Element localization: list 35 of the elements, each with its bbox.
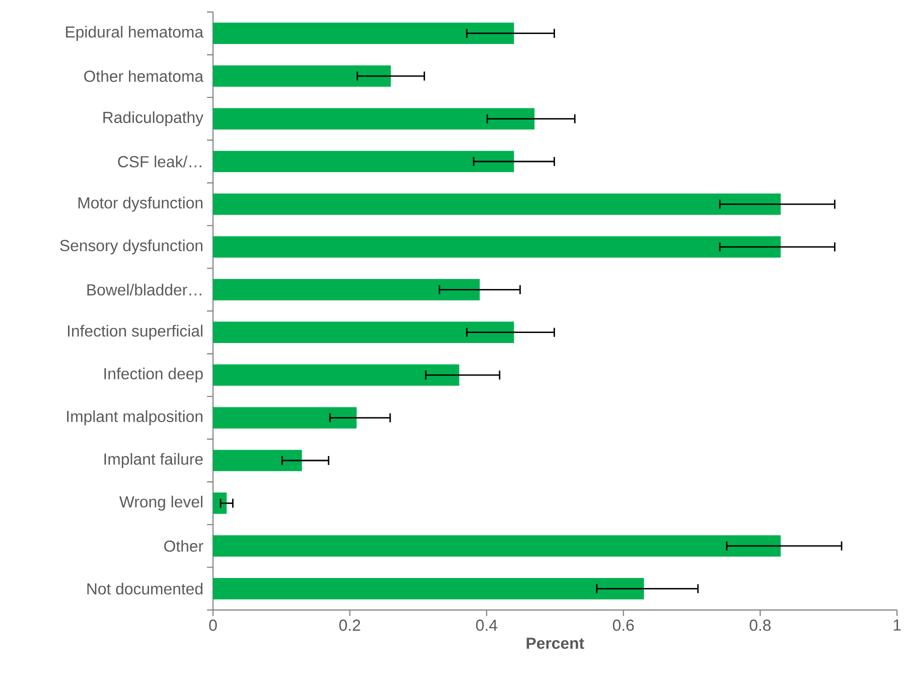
y-tick-label: Implant malposition <box>67 410 202 426</box>
y-tick-label: Infection deep <box>104 368 203 383</box>
x-tick-label: 1 <box>894 620 901 631</box>
y-tick-label: Sensory dysfunction <box>60 239 202 254</box>
bar <box>213 194 781 215</box>
bar <box>213 278 480 300</box>
bar <box>213 236 781 258</box>
bar <box>213 364 460 386</box>
y-tick-label: Other <box>164 540 204 552</box>
y-tick-label: Bowel/bladder… <box>87 284 202 296</box>
bar <box>213 492 227 514</box>
bar <box>213 450 302 472</box>
y-tick-label: Wrong level <box>119 496 202 511</box>
bar <box>213 65 391 87</box>
bar <box>213 407 357 428</box>
y-tick-label: Motor dysfunction <box>78 196 202 212</box>
y-tick-label: Not documented <box>87 582 202 595</box>
bar <box>213 535 781 557</box>
x-tick-label: 0 <box>209 620 217 631</box>
y-tick-label: CSF leak/… <box>118 156 202 168</box>
x-tick-label: 0.2 <box>339 620 360 631</box>
x-tick-label: 0.4 <box>476 620 498 631</box>
bar <box>213 108 534 130</box>
bar <box>213 578 644 600</box>
y-tick-label: Other hematoma <box>84 70 204 82</box>
y-tick-label: Epidural hematoma <box>66 26 204 41</box>
y-tick-label: Implant failure <box>104 453 203 468</box>
x-tick-label: 0.6 <box>612 620 634 631</box>
bar <box>213 322 514 344</box>
x-tick-label: 0.8 <box>750 620 771 631</box>
bar <box>213 22 514 44</box>
y-tick-label: Radiculopathy <box>103 111 204 126</box>
x-axis-title: Percent <box>526 638 584 649</box>
bar <box>213 150 514 172</box>
y-tick-label: Infection superficial <box>68 324 202 340</box>
